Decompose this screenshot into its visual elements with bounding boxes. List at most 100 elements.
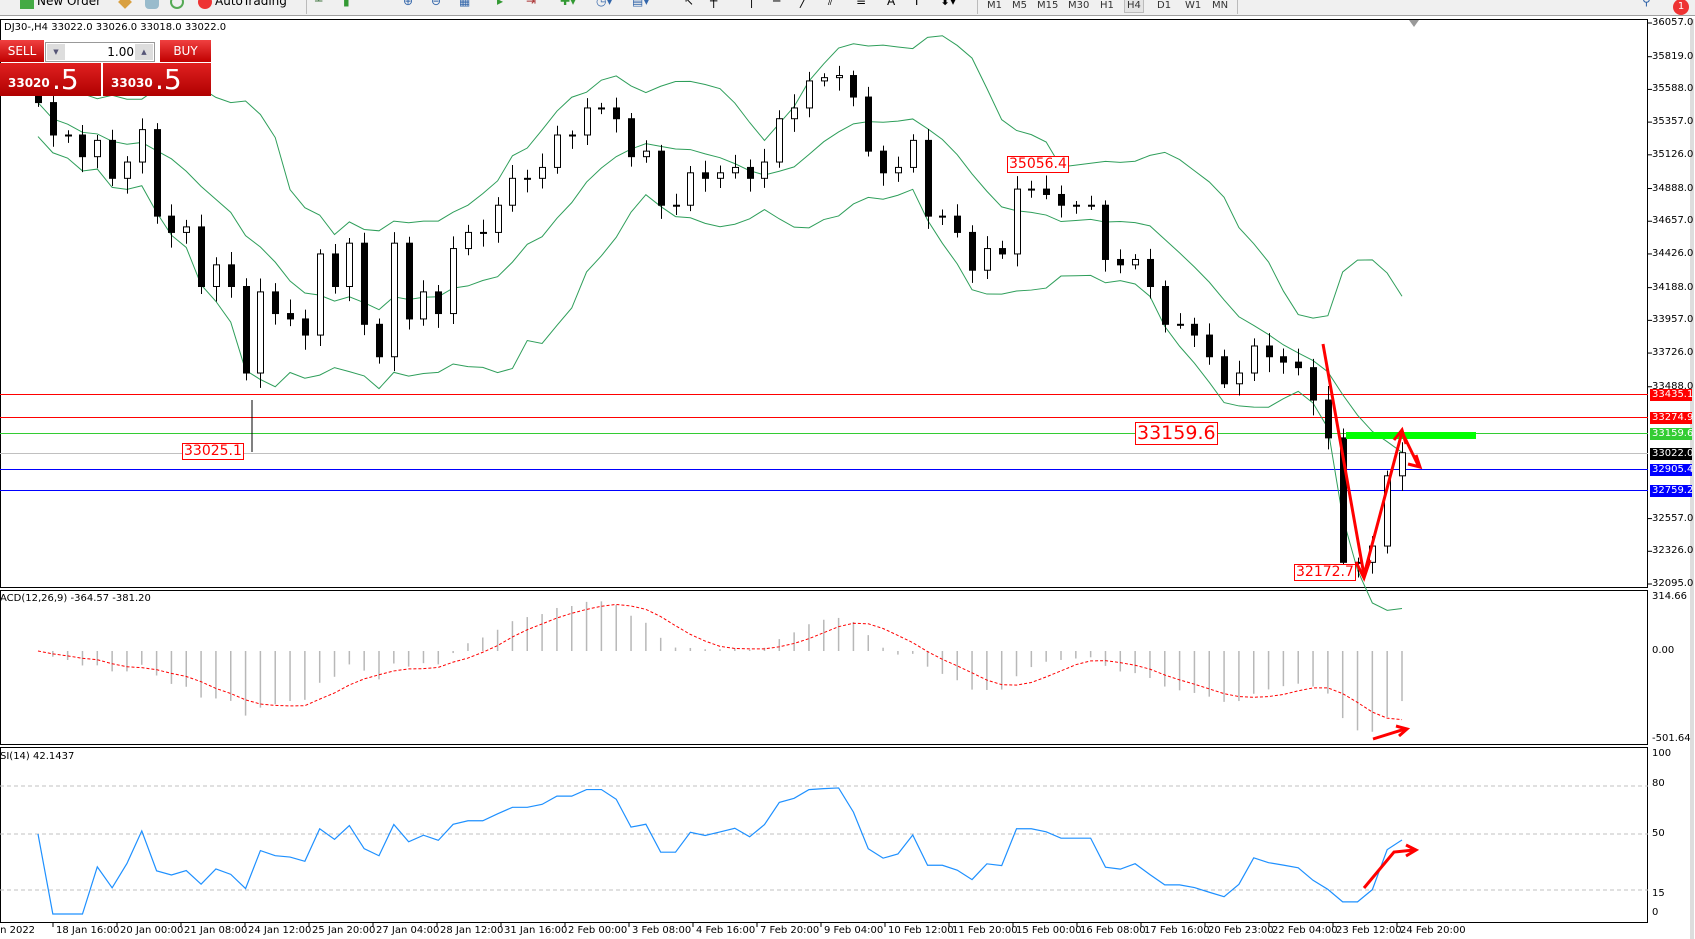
buy-price-box[interactable]: 33030.5 (103, 63, 211, 96)
candle-bull (821, 77, 828, 82)
rsi-header: SI(14) 42.1437 (0, 751, 75, 762)
time-tick-label: 20 Jan 00:00 (120, 925, 184, 936)
candle-bull (1236, 372, 1243, 385)
new-order-button[interactable]: New Order (20, 0, 101, 9)
annotation-high[interactable]: 35056.4 (1007, 156, 1069, 173)
rsi-axis-50: 50 (1652, 828, 1665, 839)
candle-bull (139, 129, 146, 163)
timeframe-m1[interactable]: M1 (987, 0, 1002, 11)
rsi-arrow[interactable] (1362, 848, 1415, 889)
candle-bull (480, 231, 487, 234)
arrowhead-down (1354, 559, 1372, 582)
candle-bear (850, 75, 857, 98)
candle-bull (317, 253, 324, 336)
timeframe-m15[interactable]: M15 (1037, 0, 1059, 11)
vertical-line-icon[interactable]: │ (748, 0, 756, 8)
periods-icon[interactable]: ◷▾ (596, 0, 613, 8)
zoom-out-icon[interactable]: ⊖ (431, 0, 442, 8)
candle-bull (584, 107, 591, 136)
buy-button[interactable]: BUY (160, 40, 211, 62)
timeframe-d1[interactable]: D1 (1157, 0, 1172, 11)
search-icon[interactable]: ⚲ (1642, 0, 1651, 8)
candle-bull (213, 264, 220, 288)
level-label: 33274.9 (1650, 411, 1694, 424)
candle-bull (94, 139, 101, 158)
timeframe-h4[interactable]: H4 (1124, 0, 1144, 13)
level-label: 33435.1 (1650, 388, 1694, 401)
macd-arrow[interactable] (1372, 727, 1406, 741)
time-tick-label: 20 Feb 23:00 (1208, 925, 1274, 936)
candle-bear (999, 248, 1006, 255)
text-label-icon[interactable]: T (913, 0, 921, 8)
autotrading-icon (198, 0, 212, 9)
price-tick-label: 34888.0 (1652, 182, 1694, 194)
candlestick-icon[interactable]: ▮ (343, 0, 350, 8)
horizontal-line-icon[interactable]: ─ (773, 0, 781, 8)
timeframe-w1[interactable]: W1 (1185, 0, 1202, 11)
candle-bull (509, 177, 516, 206)
chart-shift-marker[interactable] (1409, 20, 1419, 27)
timeframe-mn[interactable]: MN (1212, 0, 1229, 11)
candle-bull (895, 166, 902, 174)
rsi-axis-100: 100 (1652, 748, 1672, 759)
rsi-axis-0: 0 (1652, 907, 1659, 918)
trendline-icon[interactable]: ╱ (800, 0, 808, 8)
fibonacci-icon[interactable]: ≡ (856, 0, 867, 8)
candle-bear (747, 166, 754, 179)
indicators-icon[interactable]: ✚▾ (560, 0, 577, 8)
crosshair-icon[interactable]: ┼ (710, 0, 718, 8)
autotrading-button[interactable]: AutoTrading (198, 0, 287, 9)
timeframe-m30[interactable]: M30 (1068, 0, 1090, 11)
candle-bull (761, 161, 768, 179)
annotation-low-right[interactable]: 32172.7 (1294, 564, 1356, 581)
candle-bull (1177, 323, 1184, 326)
sell-button[interactable]: SELL (0, 40, 44, 62)
zoom-in-icon[interactable]: ⊕ (403, 0, 414, 8)
candle-bull (346, 242, 353, 288)
candle-bear (435, 291, 442, 315)
macd-signal-line (37, 603, 1403, 721)
volume-decrease-button[interactable]: ▼ (47, 44, 65, 60)
cursor-icon[interactable]: ↖ (684, 0, 695, 8)
volume-input[interactable]: ▼ 1.00 ▲ (45, 42, 155, 62)
auto-scroll-icon[interactable]: ▸ (497, 0, 504, 8)
line-chart-icon[interactable]: ⌒ (370, 0, 383, 10)
macd-axis-min: -501.64 (1652, 733, 1691, 744)
volume-increase-button[interactable]: ▲ (135, 44, 153, 60)
notification-badge[interactable]: 1 (1673, 0, 1689, 15)
time-tick-label: 10 Feb 12:00 (888, 925, 954, 936)
candle-bull (984, 248, 991, 271)
cloud-icon[interactable] (145, 0, 162, 9)
arrows-icon[interactable]: ⬍▾ (940, 0, 957, 8)
tile-windows-icon[interactable]: ▦ (459, 0, 471, 8)
trend-arrow-main[interactable] (1321, 343, 1420, 576)
time-tick-label: 3 Feb 08:00 (632, 925, 692, 936)
annotation-resistance[interactable]: 33159.6 (1135, 422, 1218, 445)
price-tick-label: 35588.0 (1652, 83, 1694, 95)
bar-chart-icon[interactable]: ┴ (315, 0, 323, 8)
templates-icon[interactable]: ▤▾ (632, 0, 650, 8)
candle-bear (406, 242, 413, 320)
time-tick-label: 24 Jan 12:00 (248, 925, 312, 936)
time-tick-label: 23 Feb 12:00 (1336, 925, 1402, 936)
signals-icon[interactable] (170, 0, 187, 9)
candle-bull (65, 134, 72, 137)
timeframe-m5[interactable]: M5 (1012, 0, 1027, 11)
candle-bull (539, 166, 546, 179)
text-icon[interactable]: A (887, 0, 896, 8)
annotation-low-left[interactable]: 33025.1 (182, 443, 244, 460)
chart-shift-icon[interactable]: ⇥ (526, 0, 537, 8)
autotrading-label: AutoTrading (215, 0, 287, 8)
candles (35, 65, 1406, 578)
resistance-zone[interactable] (1346, 432, 1476, 439)
candle-bear (1340, 437, 1347, 563)
sell-price-box[interactable]: 33020.5 (0, 63, 101, 96)
time-tick-label: 9 Feb 04:00 (824, 925, 884, 936)
candle-bull (183, 226, 190, 233)
rsi-pane-border (0, 747, 1648, 923)
channel-icon[interactable]: ⫽ (828, 0, 834, 8)
bollinger-middle (37, 102, 1403, 453)
timeframe-h1[interactable]: H1 (1100, 0, 1114, 11)
candle-bear (1102, 204, 1109, 260)
